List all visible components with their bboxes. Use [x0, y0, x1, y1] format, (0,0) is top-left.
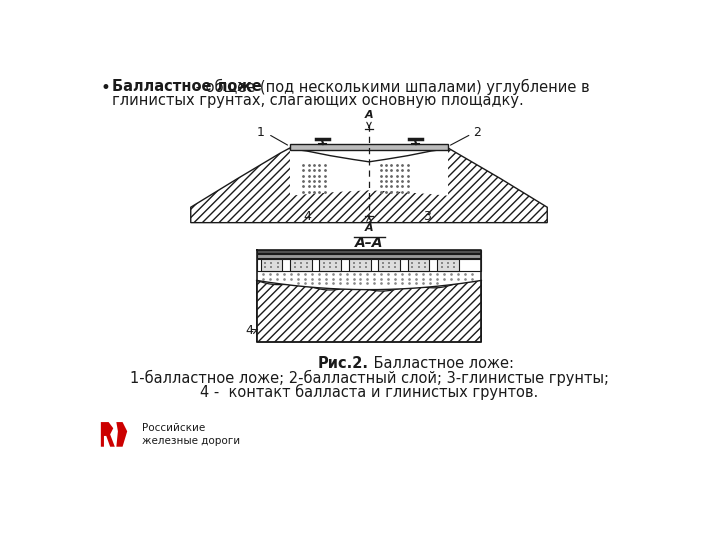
Bar — [256, 249, 482, 253]
Text: Балластное ложе:: Балластное ложе: — [369, 356, 514, 371]
Text: железные дороги: железные дороги — [142, 436, 240, 446]
Text: 1-балластное ложе; 2-балластный слой; 3-глинистые грунты;: 1-балластное ложе; 2-балластный слой; 3-… — [130, 370, 608, 386]
Polygon shape — [290, 148, 448, 195]
Text: 3: 3 — [423, 210, 431, 223]
Bar — [256, 259, 482, 271]
Text: Рис.2.: Рис.2. — [318, 356, 369, 371]
Text: Российские: Российские — [142, 423, 205, 433]
Text: 2: 2 — [474, 126, 482, 139]
Text: A: A — [365, 110, 373, 120]
Bar — [349, 259, 371, 271]
Bar — [408, 259, 429, 271]
Text: глинистых грунтах, слагающих основную площадку.: глинистых грунтах, слагающих основную пл… — [112, 92, 523, 107]
Text: А–А: А–А — [355, 236, 383, 249]
Text: Балластное ложе: Балластное ложе — [112, 79, 261, 93]
Text: 4: 4 — [303, 210, 311, 223]
Bar — [320, 259, 341, 271]
Polygon shape — [256, 271, 482, 289]
Polygon shape — [256, 280, 482, 342]
Bar — [290, 259, 312, 271]
Bar — [437, 259, 459, 271]
Bar — [256, 254, 482, 258]
Text: A: A — [365, 222, 373, 233]
Polygon shape — [101, 422, 114, 447]
Text: 4: 4 — [245, 324, 253, 337]
Polygon shape — [191, 148, 547, 222]
Bar — [261, 259, 282, 271]
Text: 1: 1 — [256, 126, 264, 139]
Bar — [378, 259, 400, 271]
Bar — [290, 144, 448, 150]
Text: •: • — [101, 79, 111, 97]
Polygon shape — [117, 422, 127, 447]
Text: - общее (под несколькими шпалами) углубление в: - общее (под несколькими шпалами) углубл… — [191, 79, 590, 95]
Text: 4 -  контакт балласта и глинистых грунтов.: 4 - контакт балласта и глинистых грунтов… — [200, 383, 538, 400]
